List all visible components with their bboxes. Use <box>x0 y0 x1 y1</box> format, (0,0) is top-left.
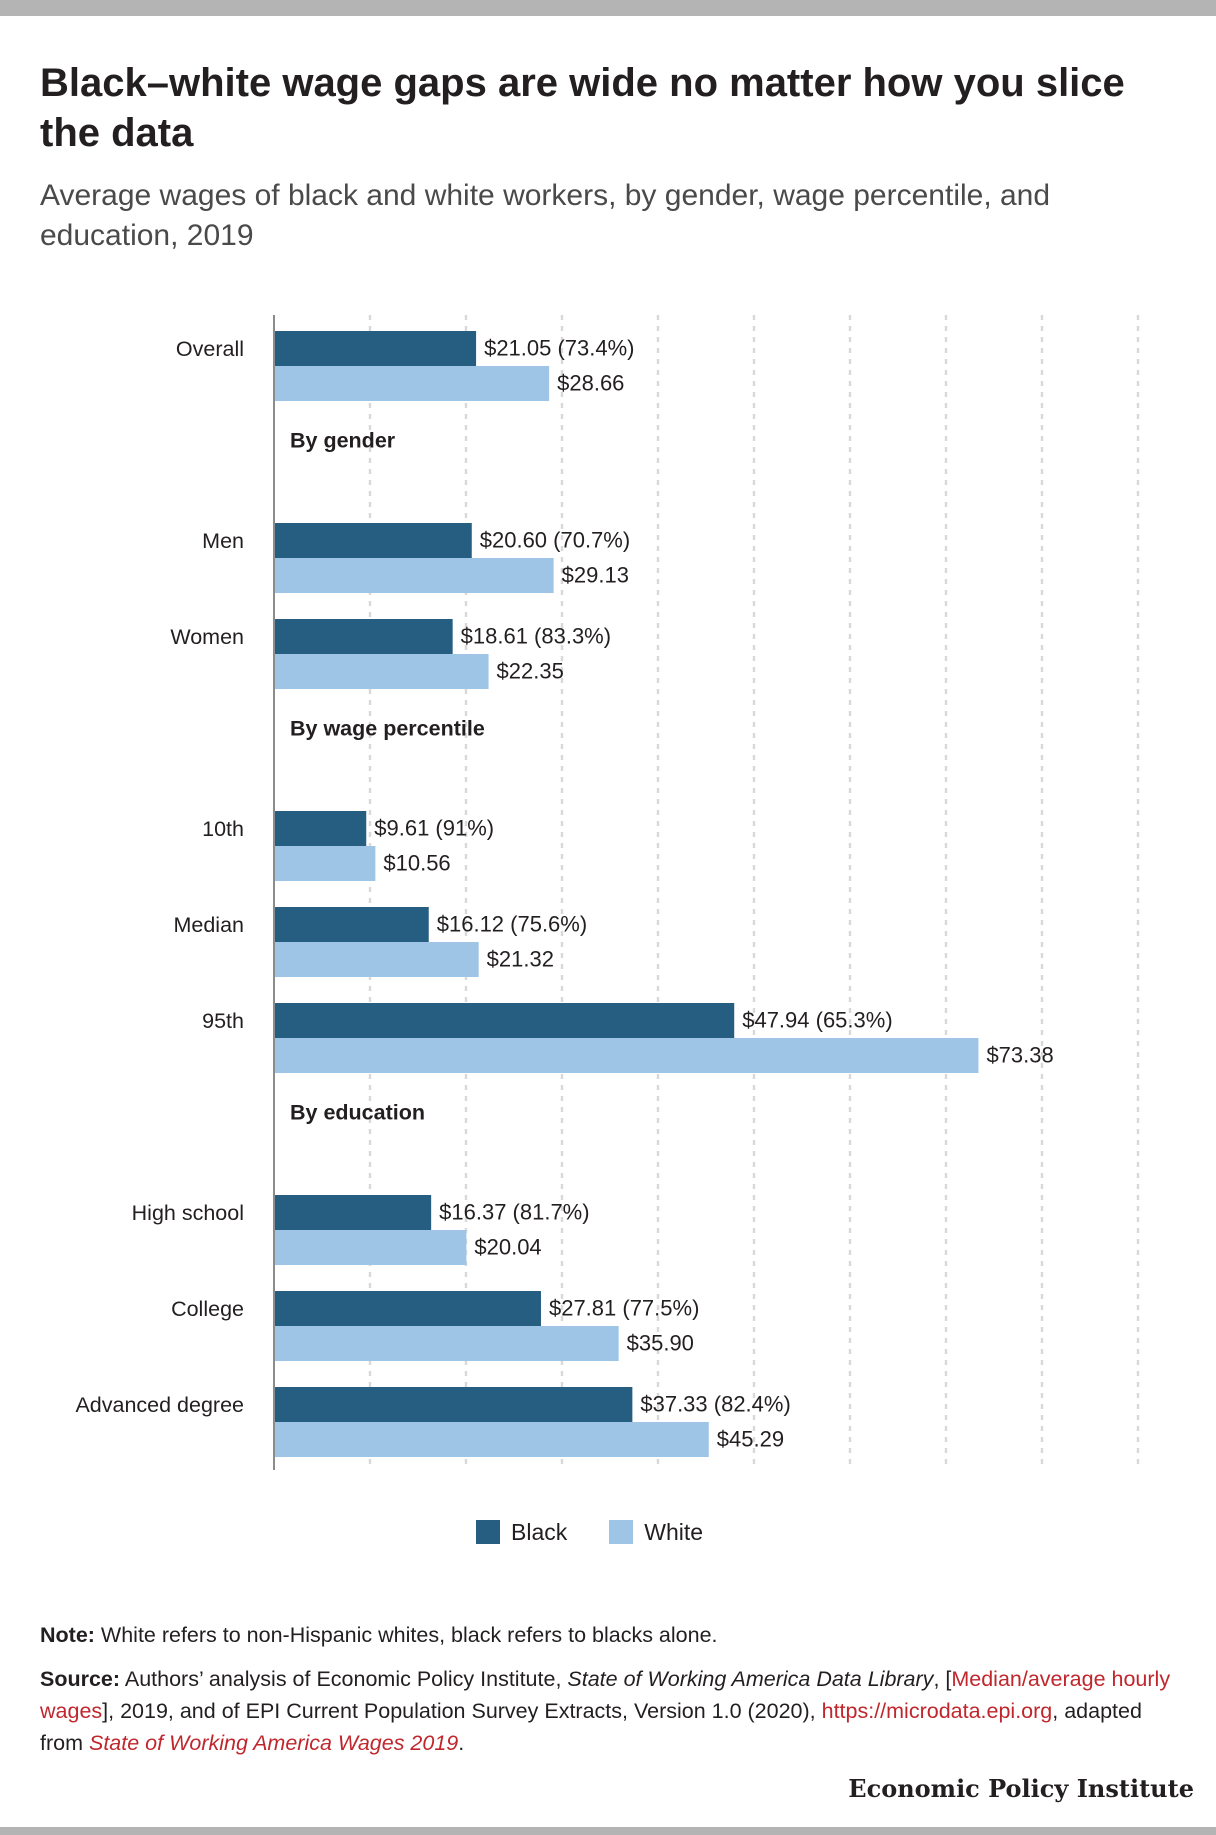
category-label: 10th <box>202 817 244 841</box>
bar-black <box>274 1387 633 1422</box>
source-lead: Source: <box>40 1667 121 1691</box>
chart-title: Black–white wage gaps are wide no matter… <box>40 61 1125 155</box>
data-label-white: $20.04 <box>474 1234 541 1259</box>
legend: Black White <box>476 1517 745 1547</box>
legend-label-white: White <box>644 1518 704 1545</box>
data-label-white: $21.32 <box>487 946 554 971</box>
source: Source: Authors’ analysis of Economic Po… <box>40 1663 1190 1759</box>
source-text: , [ <box>933 1667 952 1691</box>
bar-black <box>274 1003 735 1038</box>
bar-white <box>274 846 376 881</box>
source-library-title: State of Working America Data Library <box>567 1667 934 1691</box>
legend-swatch-white <box>609 1520 634 1544</box>
category-label: Advanced degree <box>75 1393 244 1417</box>
legend-label-black: Black <box>511 1518 568 1545</box>
data-label-white: $29.13 <box>562 562 629 587</box>
data-label-black: $20.60 (70.7%) <box>480 527 630 552</box>
data-label-black: $27.81 (77.5%) <box>549 1295 699 1320</box>
bar-black <box>274 1195 432 1230</box>
source-link-microdata[interactable]: https://microdata.epi.org <box>821 1699 1053 1723</box>
source-link-wages[interactable]: Median/average hourly wages <box>40 1667 1171 1723</box>
source-link-swa-wages[interactable]: State of Working America Wages 2019 <box>88 1731 459 1755</box>
bar-chart: $21.05 (73.4%) $28.66 Overall By gender $20.… <box>75 315 1140 1470</box>
note-lead: Note: <box>40 1623 95 1647</box>
legend-item-white: White <box>609 1519 703 1546</box>
source-text: , adapted from <box>40 1699 1142 1755</box>
bar-white <box>274 942 479 977</box>
bar-white <box>274 1230 467 1265</box>
category-label: Median <box>173 913 244 937</box>
bar-black <box>274 523 472 558</box>
category-label: College <box>171 1297 244 1321</box>
data-label-white: $73.38 <box>986 1042 1053 1067</box>
section-heading: By wage percentile <box>290 717 485 741</box>
data-label-white: $35.90 <box>627 1330 694 1355</box>
bar-white <box>274 1422 709 1457</box>
category-label: Women <box>170 625 244 649</box>
data-label-white: $28.66 <box>557 370 624 395</box>
category-label: High school <box>132 1201 244 1225</box>
bar-white <box>274 366 550 401</box>
bar-black <box>274 1291 541 1326</box>
data-label-black: $47.94 (65.3%) <box>742 1007 892 1032</box>
data-label-white: $45.29 <box>717 1426 784 1451</box>
bar-black <box>274 619 453 654</box>
top-border <box>0 0 1216 16</box>
source-text: ], 2019, and of EPI Current Population S… <box>102 1699 822 1723</box>
data-label-black: $9.61 (91%) <box>374 815 494 840</box>
category-label: 95th <box>202 1009 244 1033</box>
data-label-black: $21.05 (73.4%) <box>484 335 634 360</box>
chart-subtitle: Average wages of black and white workers… <box>40 179 1051 252</box>
bar-white <box>274 654 489 689</box>
bar-black <box>274 907 429 942</box>
data-label-black: $37.33 (82.4%) <box>640 1391 790 1416</box>
bar-black <box>274 331 477 366</box>
legend-swatch-black <box>476 1520 500 1544</box>
note-text: White refers to non-Hispanic whites, bla… <box>94 1623 718 1647</box>
data-label-white: $22.35 <box>497 658 564 683</box>
category-label: Overall <box>176 337 244 361</box>
bar-white <box>274 558 554 593</box>
bar-black <box>274 811 367 846</box>
note: Note: White refers to non-Hispanic white… <box>40 1619 1180 1651</box>
epi-logo: Economic Policy Institute <box>848 1774 1194 1803</box>
data-label-white: $10.56 <box>383 850 450 875</box>
section-heading: By education <box>290 1101 425 1125</box>
bottom-border <box>0 1827 1216 1835</box>
category-label: Men <box>202 529 244 553</box>
bar-white <box>274 1038 979 1073</box>
section-heading: By gender <box>290 429 396 453</box>
source-text: Authors’ analysis of Economic Policy Ins… <box>120 1667 568 1691</box>
bar-white <box>274 1326 619 1361</box>
data-label-black: $18.61 (83.3%) <box>461 623 611 648</box>
legend-item-black: Black <box>476 1519 567 1546</box>
data-label-black: $16.12 (75.6%) <box>437 911 587 936</box>
source-text: . <box>458 1731 465 1755</box>
data-label-black: $16.37 (81.7%) <box>439 1199 589 1224</box>
